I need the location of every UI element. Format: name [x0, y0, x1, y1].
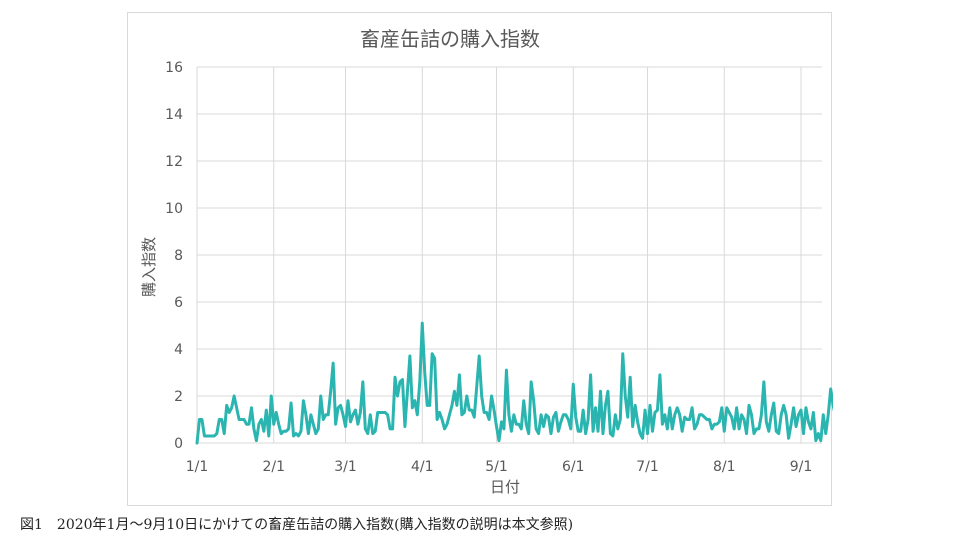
y-tick-label: 10 [165, 201, 183, 217]
y-tick-label: 16 [165, 60, 183, 76]
caption-text: 2020年1月～9月10日にかけての畜産缶詰の購入指数(購入指数の説明は本文参照… [56, 517, 574, 533]
x-tick-label: 4/1 [411, 459, 434, 475]
x-tick-label: 2/1 [262, 459, 285, 475]
x-tick-label: 9/1 [790, 459, 813, 475]
figure-caption: 図1 2020年1月～9月10日にかけての畜産缶詰の購入指数(購入指数の説明は本… [20, 514, 573, 534]
gridlines [196, 66, 822, 444]
chart-frame: 0 2 4 6 8 10 12 14 16 1/1 2/1 3/1 4/1 5/1 6/1 7/1 8/1 9/1… [127, 12, 833, 506]
line-chart: 0 2 4 6 8 10 12 14 16 1/1 2/1 3/1 4/1 5/1 6/1 7/1 8/1 9/1… [140, 27, 833, 496]
series-line [195, 321, 833, 445]
x-tick-label: 3/1 [334, 459, 357, 475]
caption-label: 図1 [20, 517, 43, 533]
y-tick-label: 2 [174, 389, 183, 405]
y-tick-label: 0 [174, 436, 183, 452]
x-axis-title: 日付 [490, 478, 520, 496]
x-tick-label: 6/1 [562, 459, 585, 475]
y-tick-label: 8 [174, 248, 183, 264]
series [195, 321, 833, 445]
x-tick-label: 5/1 [485, 459, 508, 475]
y-axis-title: 購入指数 [140, 237, 158, 297]
y-tick-label: 14 [165, 107, 183, 123]
caption-gap [43, 517, 57, 533]
axes: 0 2 4 6 8 10 12 14 16 1/1 2/1 3/1 4/1 5/1 6/1 7/1 8/1 9/1 [165, 60, 812, 475]
x-tick-label: 8/1 [713, 459, 736, 475]
y-tick-label: 6 [174, 295, 183, 311]
y-tick-label: 12 [165, 154, 183, 170]
chart-title: 畜産缶詰の購入指数 [360, 27, 540, 51]
x-tick-label: 7/1 [636, 459, 659, 475]
x-tick-label: 1/1 [186, 459, 209, 475]
y-tick-label: 4 [174, 342, 183, 358]
